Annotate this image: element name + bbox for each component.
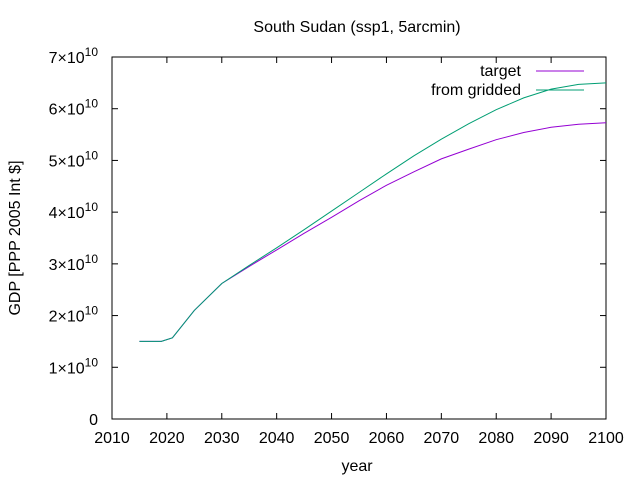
x-tick-label: 2040 — [259, 430, 295, 447]
y-tick-exponent: 10 — [85, 45, 99, 59]
y-tick-mantissa: 6×10 — [49, 102, 85, 119]
y-tick-exponent: 10 — [85, 304, 99, 318]
y-tick-exponent: 10 — [85, 97, 99, 111]
x-tick-label: 2100 — [588, 430, 624, 447]
x-tick-label: 2090 — [533, 430, 569, 447]
legend: target from gridded — [431, 63, 584, 99]
chart-title: South Sudan (ssp1, 5arcmin) — [253, 19, 460, 36]
x-axis-label: year — [341, 458, 373, 475]
y-tick-label: 7×1010 — [49, 45, 99, 67]
x-axis-ticks: 2010 2020 2030 2040 2050 2060 2070 2080 2090 2100 — [94, 57, 624, 447]
y-tick-mantissa: 3×10 — [49, 257, 85, 274]
y-tick-mantissa: 5×10 — [49, 153, 85, 170]
y-tick-label: 5×1010 — [49, 148, 99, 170]
plot-frame — [111, 56, 607, 420]
x-tick-label: 2030 — [204, 430, 240, 447]
x-tick-label: 2020 — [149, 430, 185, 447]
y-tick-label: 0 — [89, 412, 98, 429]
x-tick-label: 2080 — [478, 430, 514, 447]
legend-label: target — [480, 63, 521, 80]
y-tick-mantissa: 7×10 — [49, 50, 85, 67]
y-tick-label: 1×1010 — [49, 355, 99, 377]
y-tick-label: 4×1010 — [49, 200, 99, 222]
x-tick-label: 2070 — [424, 430, 460, 447]
y-axis-ticks: 01×10102×10103×10104×10105×10106×10107×1… — [49, 45, 606, 429]
y-tick-exponent: 10 — [85, 200, 99, 214]
series-line-0 — [139, 122, 607, 342]
y-tick-mantissa: 0 — [89, 412, 98, 429]
y-tick-label: 6×1010 — [49, 97, 99, 119]
series-lines — [139, 82, 607, 342]
y-tick-mantissa: 1×10 — [49, 360, 85, 377]
series-line-1 — [139, 82, 607, 342]
y-tick-exponent: 10 — [85, 355, 99, 369]
x-tick-label: 2010 — [94, 430, 130, 447]
y-tick-label: 3×1010 — [49, 252, 99, 274]
x-tick-label: 2050 — [314, 430, 350, 447]
y-tick-exponent: 10 — [85, 148, 99, 162]
legend-label: from gridded — [431, 82, 521, 99]
y-tick-mantissa: 2×10 — [49, 309, 85, 326]
y-axis-label: GDP [PPP 2005 Int $] — [7, 160, 24, 315]
x-tick-label: 2060 — [369, 430, 405, 447]
y-tick-exponent: 10 — [85, 252, 99, 266]
y-tick-label: 2×1010 — [49, 304, 99, 326]
y-tick-mantissa: 4×10 — [49, 205, 85, 222]
